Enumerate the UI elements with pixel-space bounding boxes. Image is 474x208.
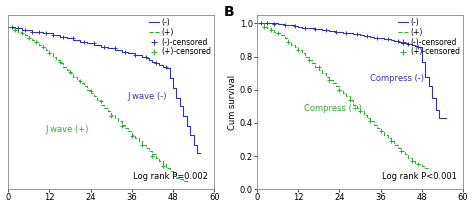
Text: Compress (-): Compress (-) — [370, 74, 424, 83]
Text: Log rank P=0.002: Log rank P=0.002 — [133, 172, 208, 181]
Text: J wave (+): J wave (+) — [46, 125, 89, 134]
Text: J wave (-): J wave (-) — [128, 92, 167, 101]
Legend: (-), (+), (-)-censored, (+)-censored: (-), (+), (-)-censored, (+)-censored — [397, 17, 461, 57]
Legend: (-), (+), (-)-censored, (+)-censored: (-), (+), (-)-censored, (+)-censored — [148, 17, 212, 57]
Text: Log rank P<0.001: Log rank P<0.001 — [382, 172, 457, 181]
Text: B: B — [224, 5, 235, 19]
Text: Compress (+): Compress (+) — [304, 104, 362, 113]
Y-axis label: Cum survival: Cum survival — [228, 75, 237, 130]
